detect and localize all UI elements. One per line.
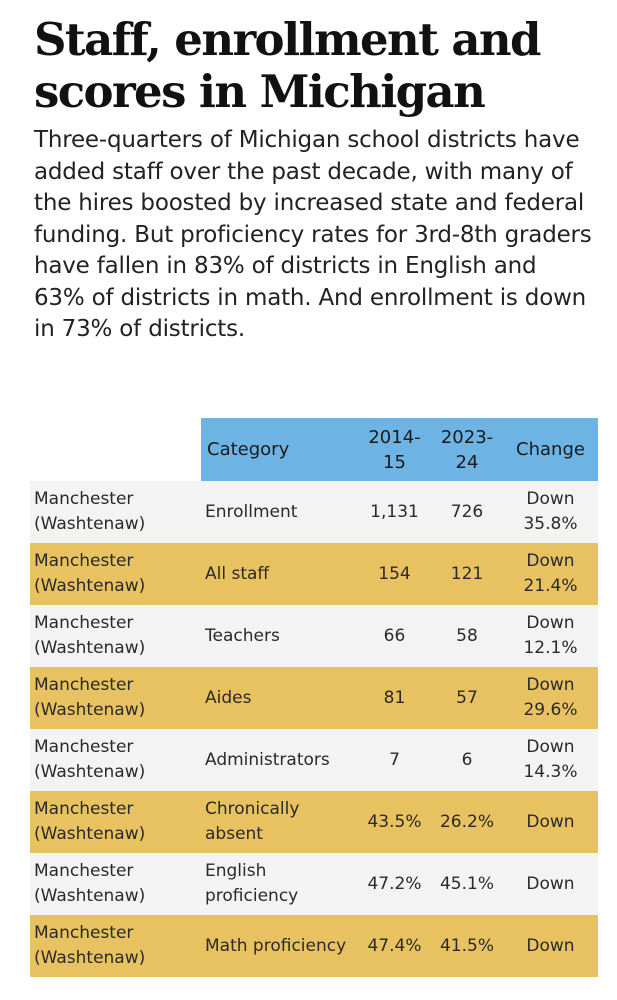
table-row: Manchester (Washtenaw) Enrollment 1,131 726… (30, 481, 598, 543)
cell-2014-15: 154 (358, 543, 431, 605)
cell-2023-24: 6 (431, 729, 503, 791)
cell-2014-15: 43.5% (358, 791, 431, 853)
cell-category: Aides (201, 667, 358, 729)
page-title: Staff, enrollment and scores in Michigan (34, 13, 542, 118)
table-row: Manchester (Washtenaw) English proficienc… (30, 853, 598, 915)
cell-change: Down (503, 791, 598, 853)
cell-category: English proficiency (201, 853, 358, 915)
cell-district: Manchester (Washtenaw) (30, 481, 201, 543)
cell-category: All staff (201, 543, 358, 605)
cell-district: Manchester (Washtenaw) (30, 667, 201, 729)
cell-2023-24: 45.1% (431, 853, 503, 915)
cell-2023-24: 58 (431, 605, 503, 667)
cell-2014-15: 66 (358, 605, 431, 667)
column-header-district (30, 418, 201, 481)
cell-2023-24: 726 (431, 481, 503, 543)
table-row: Manchester (Washtenaw) Math proficiency 47… (30, 915, 598, 977)
cell-district: Manchester (Washtenaw) (30, 915, 201, 977)
column-header-change: Change (503, 418, 598, 481)
description-text: Three-quarters of Michigan school distri… (34, 127, 592, 342)
cell-change: Down (503, 853, 598, 915)
cell-category: Administrators (201, 729, 358, 791)
header-row: Category 2014-15 2023-24 Change (30, 418, 598, 481)
column-header-category: Category (201, 418, 358, 481)
cell-2023-24: 41.5% (431, 915, 503, 977)
column-header-2014-15: 2014-15 (358, 418, 431, 481)
table-body: Manchester (Washtenaw) Enrollment 1,131 726… (30, 481, 598, 977)
cell-district: Manchester (Washtenaw) (30, 543, 201, 605)
cell-district: Manchester (Washtenaw) (30, 791, 201, 853)
cell-change: Down 21.4% (503, 543, 598, 605)
table-row: Manchester (Washtenaw) All staff 154 121 Dow… (30, 543, 598, 605)
cell-category: Enrollment (201, 481, 358, 543)
cell-2023-24: 121 (431, 543, 503, 605)
column-header-2023-24: 2023-24 (431, 418, 503, 481)
cell-category: Teachers (201, 605, 358, 667)
cell-change: Down 29.6% (503, 667, 598, 729)
cell-district: Manchester (Washtenaw) (30, 605, 201, 667)
cell-change: Down 12.1% (503, 605, 598, 667)
data-table: Category 2014-15 2023-24 Change Manchest… (30, 418, 598, 977)
cell-2014-15: 47.4% (358, 915, 431, 977)
table-header: Category 2014-15 2023-24 Change (30, 418, 598, 481)
cell-change: Down 35.8% (503, 481, 598, 543)
cell-district: Manchester (Washtenaw) (30, 853, 201, 915)
cell-category: Chronically absent (201, 791, 358, 853)
cell-change: Down (503, 915, 598, 977)
cell-2023-24: 26.2% (431, 791, 503, 853)
cell-2014-15: 47.2% (358, 853, 431, 915)
cell-district: Manchester (Washtenaw) (30, 729, 201, 791)
table-row: Manchester (Washtenaw) Aides 81 57 Down 29.6… (30, 667, 598, 729)
table-row: Manchester (Washtenaw) Administrators 7 6 Do… (30, 729, 598, 791)
cell-category: Math proficiency (201, 915, 358, 977)
cell-2014-15: 7 (358, 729, 431, 791)
cell-2023-24: 57 (431, 667, 503, 729)
table-row: Manchester (Washtenaw) Chronically absent… (30, 791, 598, 853)
cell-2014-15: 81 (358, 667, 431, 729)
cell-change: Down 14.3% (503, 729, 598, 791)
table-row: Manchester (Washtenaw) Teachers 66 58 Down 1… (30, 605, 598, 667)
cell-2014-15: 1,131 (358, 481, 431, 543)
